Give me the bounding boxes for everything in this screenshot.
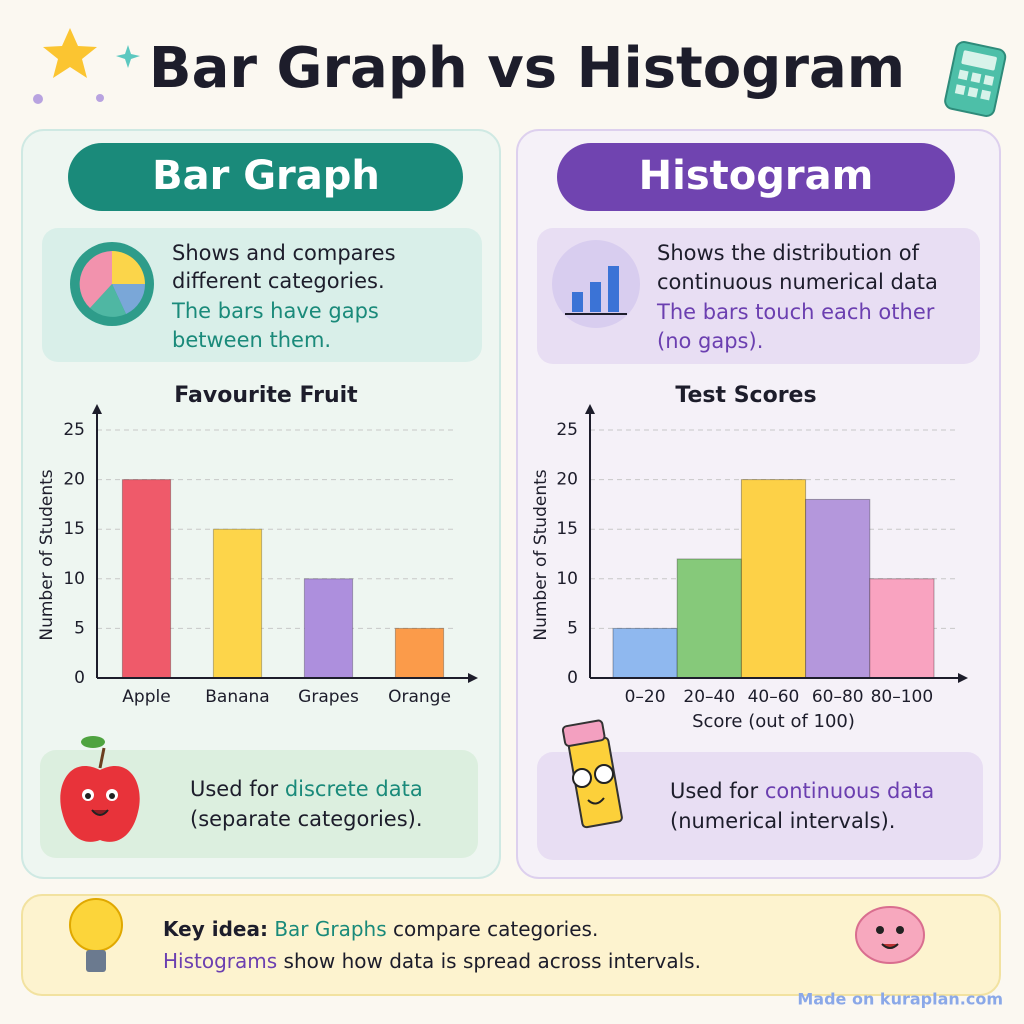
usage-box	[537, 752, 983, 860]
x-axis-arrow	[468, 673, 478, 683]
y-tick-label: 15	[63, 519, 85, 539]
usage-term: discrete data	[285, 777, 423, 801]
y-axis-arrow	[92, 404, 102, 414]
highlight: (no gaps).	[657, 329, 763, 353]
highlight: between them.	[172, 328, 331, 352]
description: different categories.	[172, 269, 385, 293]
histogram-bar	[676, 558, 742, 679]
y-axis-arrow	[585, 404, 595, 414]
x-tick-label: 0–20	[625, 687, 666, 707]
key-label: Key idea:	[163, 917, 268, 941]
y-tick-label: 10	[556, 569, 578, 589]
x-tick-label: Grapes	[298, 687, 359, 707]
y-tick-label: 25	[556, 420, 578, 440]
key-text: compare categories.	[393, 917, 598, 941]
bulb-icon	[69, 898, 123, 972]
bar-icon	[552, 240, 640, 328]
info-box	[537, 228, 980, 364]
x-tick-label: Orange	[388, 687, 451, 707]
pie-icon	[70, 242, 154, 326]
bar	[212, 528, 263, 679]
info-box	[42, 228, 482, 362]
description: Shows the distribution of	[657, 241, 920, 265]
bar	[121, 479, 172, 679]
y-tick-label: 5	[74, 618, 85, 638]
usage-prefix: Used for	[670, 779, 758, 803]
key-term: Histograms	[163, 949, 277, 973]
x-tick-label: 20–40	[683, 687, 735, 707]
histogram-bar	[805, 498, 871, 679]
usage-text: Used for continuous data	[670, 779, 934, 803]
bar	[303, 578, 354, 679]
usage-note: (numerical intervals).	[670, 809, 895, 833]
usage-box	[40, 750, 478, 858]
heading-pill	[68, 143, 463, 211]
chart-title: Favourite Fruit	[174, 383, 358, 408]
star	[116, 45, 140, 68]
y-tick-label: 20	[63, 470, 85, 490]
usage-term: continuous data	[765, 779, 934, 803]
key-text: show how data is spread across intervals…	[284, 949, 701, 973]
bar	[394, 627, 445, 679]
x-tick-label: Banana	[205, 687, 269, 707]
panel-heading: Bar Graph	[152, 153, 380, 199]
usage-prefix: Used for	[190, 777, 278, 801]
description: Shows and compares	[172, 241, 396, 265]
dot	[96, 94, 104, 102]
apple-icon	[60, 736, 140, 842]
dot	[33, 94, 43, 104]
y-tick-label: 0	[74, 668, 85, 688]
x-tick-label: 80–100	[871, 687, 934, 707]
footer: Made on kuraplan.com	[797, 990, 1003, 1009]
x-tick-label: 60–80	[812, 687, 864, 707]
y-tick-label: 15	[556, 519, 578, 539]
y-tick-label: 5	[567, 618, 578, 638]
key-idea-box	[21, 894, 1001, 996]
key-line: Key idea: Bar Graphs compare categories.	[163, 917, 598, 941]
y-tick-label: 25	[63, 420, 85, 440]
key-term: Bar Graphs	[274, 917, 386, 941]
description: continuous numerical data	[657, 270, 938, 294]
key-line: Histograms show how data is spread acros…	[163, 949, 701, 973]
highlight: The bars have gaps	[171, 299, 379, 323]
pencil-icon	[561, 719, 623, 829]
y-tick-label: 10	[63, 569, 85, 589]
x-axis-arrow	[958, 673, 968, 683]
heading-pill	[557, 143, 955, 211]
y-axis-label: Number of Students	[37, 469, 57, 640]
star	[43, 28, 97, 78]
x-tick-label: Apple	[122, 687, 170, 707]
panel-heading: Histogram	[639, 153, 874, 199]
brain-icon	[855, 906, 925, 964]
highlight: The bars touch each other	[656, 300, 935, 324]
x-tick-label: 40–60	[748, 687, 800, 707]
y-axis-label: Number of Students	[531, 469, 551, 640]
histogram-bar	[612, 627, 678, 679]
usage-text: Used for discrete data	[190, 777, 423, 801]
histogram-bar	[740, 479, 807, 679]
x-axis-label: Score (out of 100)	[692, 711, 855, 732]
y-tick-label: 20	[556, 470, 578, 490]
usage-note: (separate categories).	[190, 807, 423, 831]
histogram-bar	[869, 578, 935, 679]
calculator-icon	[944, 41, 1007, 117]
chart-title: Test Scores	[675, 383, 816, 408]
y-tick-label: 0	[567, 668, 578, 688]
main-title: Bar Graph vs Histogram	[149, 36, 905, 101]
